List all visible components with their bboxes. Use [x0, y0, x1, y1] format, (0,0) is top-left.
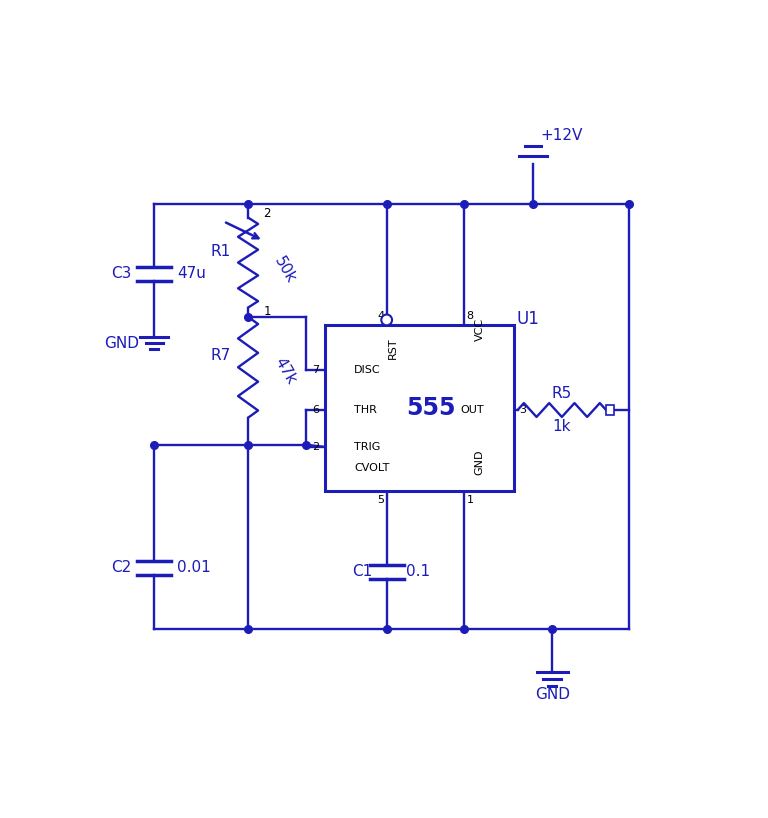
- Text: VCC: VCC: [475, 318, 485, 341]
- Text: DISC: DISC: [354, 365, 381, 375]
- Text: 0.1: 0.1: [406, 564, 430, 579]
- Text: 3: 3: [519, 405, 526, 415]
- Bar: [325, 326, 514, 491]
- Text: U1: U1: [516, 310, 539, 328]
- Text: +12V: +12V: [541, 128, 583, 142]
- Text: R7: R7: [211, 348, 231, 363]
- Text: 47u: 47u: [177, 266, 206, 281]
- Text: RST: RST: [388, 338, 398, 359]
- Text: OUT: OUT: [461, 405, 485, 415]
- Text: C3: C3: [111, 266, 131, 281]
- Text: C2: C2: [111, 560, 131, 575]
- Text: 6: 6: [313, 405, 319, 415]
- Text: 7: 7: [313, 365, 319, 375]
- Circle shape: [381, 315, 392, 326]
- Text: 1: 1: [466, 495, 473, 505]
- Text: 5: 5: [377, 495, 384, 505]
- Text: TRIG: TRIG: [354, 442, 381, 452]
- Text: GND: GND: [535, 687, 570, 703]
- Text: THR: THR: [354, 405, 377, 415]
- Text: GND: GND: [475, 450, 485, 475]
- Text: 47k: 47k: [271, 355, 298, 387]
- Bar: [606, 406, 614, 415]
- Text: 2: 2: [313, 442, 319, 452]
- Text: 50k: 50k: [271, 254, 298, 286]
- Text: R5: R5: [551, 385, 572, 401]
- Text: 555: 555: [406, 396, 455, 420]
- Text: GND: GND: [104, 335, 139, 351]
- Text: 0.01: 0.01: [177, 560, 211, 575]
- Text: 2: 2: [263, 207, 271, 220]
- Text: 1: 1: [263, 305, 271, 318]
- Text: 1k: 1k: [553, 420, 571, 434]
- Text: CVOLT: CVOLT: [354, 463, 389, 473]
- Text: C1: C1: [353, 564, 372, 579]
- Text: 4: 4: [377, 311, 384, 321]
- Text: R1: R1: [211, 244, 231, 258]
- Text: 8: 8: [466, 311, 473, 321]
